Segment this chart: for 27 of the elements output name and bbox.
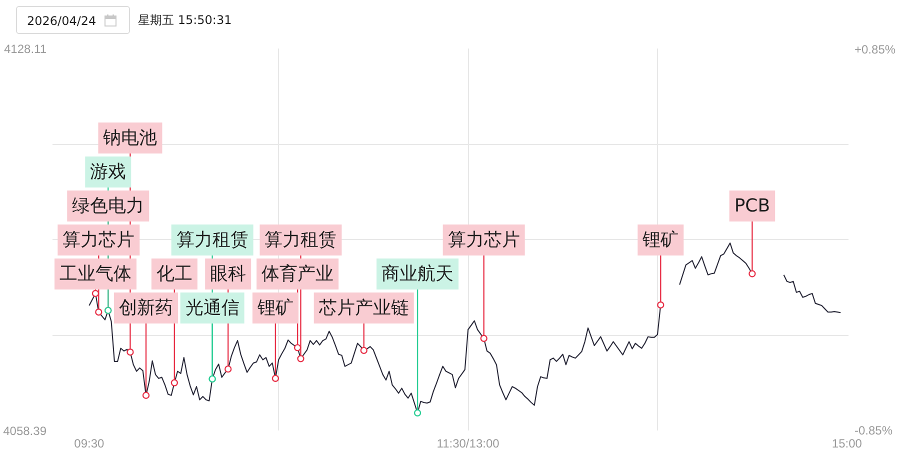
x-tick-label: 11:30/13:00 bbox=[436, 436, 500, 450]
annotation: 算力租赁 bbox=[264, 230, 337, 250]
annotation: 体育产业 bbox=[262, 264, 334, 284]
y2-tick-label: -0.85% bbox=[854, 424, 893, 438]
annotation: 锂矿 bbox=[256, 298, 294, 318]
y-tick-label: 4058.39 bbox=[3, 424, 47, 438]
annotation: PCB bbox=[734, 196, 770, 216]
chart-title: 2026/04/24 bbox=[16, 6, 130, 34]
annotation: 眼科 bbox=[210, 264, 246, 284]
y-tick-label: 4128.11 bbox=[4, 42, 47, 56]
annotation: 光通信 bbox=[185, 298, 240, 318]
annotation: 绿色电力 bbox=[72, 196, 144, 216]
y2-tick-label: +0.85% bbox=[854, 42, 896, 56]
annotation: 工业气体 bbox=[59, 264, 132, 284]
annotation: 创新药 bbox=[119, 298, 174, 318]
chart-subtitle: 星期五 15:50:31 bbox=[138, 12, 232, 29]
x-tick-label: 15:00 bbox=[832, 436, 862, 450]
annotation: 算力租赁 bbox=[176, 230, 248, 250]
x-tick-label: 09:30 bbox=[74, 436, 105, 450]
annotation: 商业航天 bbox=[382, 264, 454, 284]
annotation: 钠电池 bbox=[102, 128, 158, 148]
annotation: 算力芯片 bbox=[448, 230, 520, 250]
annotation: 算力芯片 bbox=[62, 230, 135, 250]
annotation: 化工 bbox=[156, 264, 192, 284]
annotation: 芯片产业链 bbox=[318, 298, 409, 318]
annotation: 锂矿 bbox=[642, 230, 679, 250]
annotation: 游戏 bbox=[90, 162, 126, 182]
